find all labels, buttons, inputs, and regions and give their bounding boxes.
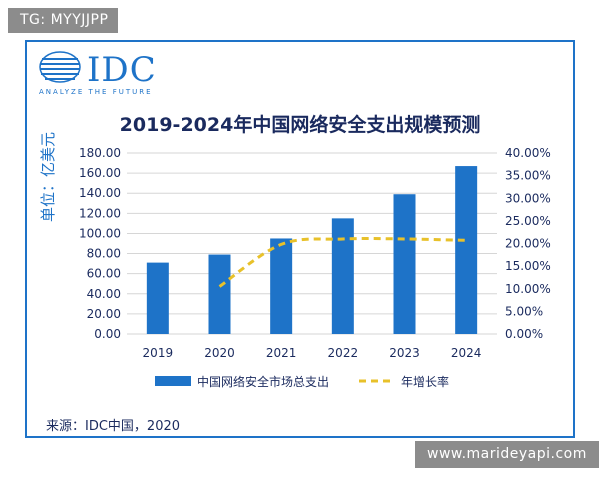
x-tick-label: 2023 [389, 346, 420, 360]
bar [331, 218, 354, 334]
source-note: 来源：IDC中国，2020 [46, 419, 181, 434]
x-tick-label: 2021 [266, 346, 297, 360]
logo-tagline: ANALYZE THE FUTURE [39, 88, 153, 96]
y-left-tick-label: 20.00 [87, 307, 121, 321]
y-left-tick-label: 120.00 [79, 206, 121, 220]
y-right-tick-label: 20.00% [505, 237, 551, 251]
x-tick-label: 2024 [451, 346, 482, 360]
y-right-tick-label: 25.00% [505, 214, 551, 228]
legend-bar-swatch [155, 376, 191, 386]
y-right-tick-label: 0.00% [505, 327, 543, 341]
y-left-tick-label: 60.00 [87, 267, 121, 281]
bar [270, 238, 293, 334]
chart-plot: 0.00 20.00 40.00 60.00 80.00 100.00 120.00 140.… [79, 146, 551, 389]
y-right-tick-label: 30.00% [505, 191, 551, 205]
y-left-tick-label: 180.00 [79, 146, 121, 160]
bar [208, 254, 231, 334]
y-right-tick-label: 40.00% [505, 146, 551, 160]
y-left-tick-label: 100.00 [79, 226, 121, 240]
x-tick-label: 2022 [328, 346, 359, 360]
y-left-tick-label: 140.00 [79, 186, 121, 200]
bar [146, 262, 169, 334]
idc-logo: IDC ANALYZE THE FUTURE [37, 50, 187, 98]
top-watermark: TG: MYYJJPP [8, 8, 119, 33]
x-tick-label: 2020 [204, 346, 235, 360]
logo-wordmark: IDC [87, 50, 157, 90]
globe-icon [39, 51, 81, 83]
y-left-tick-label: 80.00 [87, 247, 121, 261]
bar [393, 194, 416, 334]
chart-title: 2019-2024年中国网络安全支出规模预测 [119, 114, 481, 136]
bottom-watermark: www.marideyapi.com [415, 441, 599, 468]
legend-bar-label: 中国网络安全市场总支出 [197, 374, 329, 389]
y-right-tick-label: 5.00% [505, 304, 543, 318]
chart-frame: IDC ANALYZE THE FUTURE 2019-2024年中国网络安全支… [25, 40, 575, 438]
y-right-tick-label: 15.00% [505, 259, 551, 273]
bar [455, 166, 478, 334]
y-left-tick-label: 40.00 [87, 287, 121, 301]
y-left-tick-label: 160.00 [79, 166, 121, 180]
x-tick-label: 2019 [143, 346, 174, 360]
y-right-tick-label: 10.00% [505, 282, 551, 296]
y-left-tick-label: 0.00 [94, 327, 121, 341]
legend-line-label: 年增长率 [401, 374, 449, 389]
y-right-tick-label: 35.00% [505, 169, 551, 183]
